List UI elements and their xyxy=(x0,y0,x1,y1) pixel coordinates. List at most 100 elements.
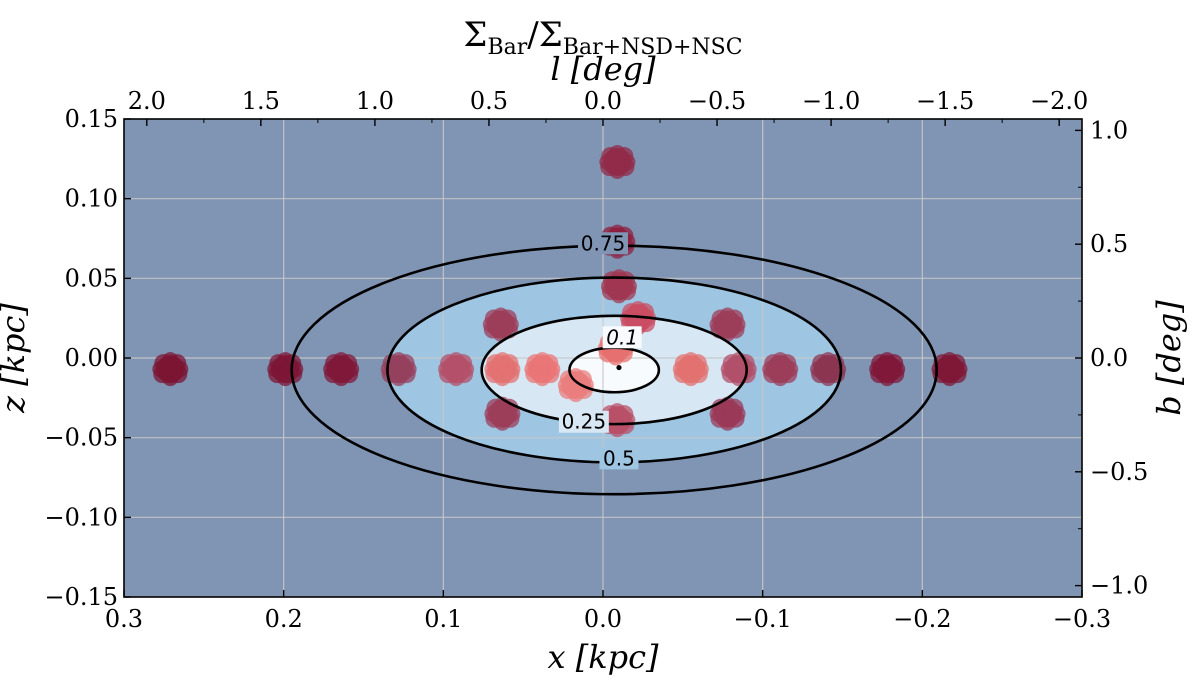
data-point-19 xyxy=(869,352,906,387)
data-point-5 xyxy=(709,307,746,342)
data-point-14 xyxy=(557,368,594,403)
data-point-13 xyxy=(524,352,561,387)
y-tick-label-6: −0.15 xyxy=(44,583,118,611)
right-y-axis-label: b [deg] xyxy=(1150,300,1188,416)
y-tick-label-0: 0.15 xyxy=(65,105,118,133)
data-point-2 xyxy=(600,269,637,304)
data-points xyxy=(152,145,968,438)
data-point-7-blob-7 xyxy=(152,361,169,378)
contour-label-bg-0-25 xyxy=(558,410,609,433)
data-point-3-blob-8 xyxy=(502,316,519,333)
data-point-13-blob-8 xyxy=(544,361,561,378)
contour-labels: 0.1 0.25 0.5 0.75 xyxy=(558,231,642,470)
contour-label-bg-0-1 xyxy=(602,326,642,349)
data-point-22-blob-7 xyxy=(709,405,726,422)
data-point-7-blob-8 xyxy=(172,361,189,378)
data-point-16-blob-7 xyxy=(720,361,737,378)
top-x-axis-label: l [deg] xyxy=(550,50,656,88)
data-point-2-blob-7 xyxy=(600,278,617,295)
data-point-17-blob-7 xyxy=(762,361,779,378)
contour-label-0-5: 0.5 xyxy=(603,446,635,470)
data-point-16 xyxy=(720,352,757,387)
data-point-15 xyxy=(672,352,709,387)
data-point-22-blob-8 xyxy=(729,405,746,422)
top-tick-label-5: −0.5 xyxy=(688,87,746,115)
top-tick-label-0: 2.0 xyxy=(128,87,166,115)
x-tick-label-1: 0.2 xyxy=(265,605,303,633)
data-point-11-blob-7 xyxy=(438,361,455,378)
data-point-16-blob-8 xyxy=(740,361,757,378)
y-tick-label-3: 0.00 xyxy=(65,344,118,372)
y-axis-label: z [kpc] xyxy=(0,303,32,414)
data-point-17-blob-8 xyxy=(782,361,799,378)
data-point-17 xyxy=(762,352,799,387)
data-point-21-blob-8 xyxy=(504,405,521,422)
data-point-23-blob-8 xyxy=(619,412,636,429)
top-tick-label-3: 0.5 xyxy=(470,87,508,115)
contour-label-0-25: 0.25 xyxy=(562,410,607,434)
data-point-15-blob-7 xyxy=(672,361,689,378)
right-tick-label-2: 0.0 xyxy=(1090,344,1128,372)
data-point-9-blob-7 xyxy=(323,361,340,378)
top-tick-label-4: 0.0 xyxy=(584,87,622,115)
data-point-5-blob-8 xyxy=(729,316,746,333)
data-point-15-blob-8 xyxy=(692,361,709,378)
data-point-0-blob-7 xyxy=(599,154,616,171)
data-point-2-blob-8 xyxy=(620,278,637,295)
x-tick-label-3: 0.0 xyxy=(584,605,622,633)
x-tick-label-6: −0.3 xyxy=(1053,605,1111,633)
y-tick-label-4: −0.05 xyxy=(44,424,118,452)
data-point-19-blob-7 xyxy=(869,361,886,378)
data-point-21-blob-7 xyxy=(484,405,501,422)
contour-line-0-25 xyxy=(480,314,749,426)
data-point-8 xyxy=(267,352,304,387)
x-tick-label-0: 0.3 xyxy=(105,605,143,633)
contour-label-bg-0-75 xyxy=(578,232,628,255)
data-point-18-blob-8 xyxy=(830,361,847,378)
right-tick-label-1: 0.5 xyxy=(1090,230,1128,258)
data-point-20-blob-8 xyxy=(951,361,968,378)
x-tick-label-5: −0.2 xyxy=(893,605,951,633)
contour-label-bg-0-5 xyxy=(599,447,639,470)
data-point-13-blob-7 xyxy=(524,361,541,378)
data-point-14-blob-7 xyxy=(557,377,574,394)
data-point-11 xyxy=(438,352,475,387)
x-tick-label-2: 0.1 xyxy=(424,605,462,633)
plot-area: 0.1 0.25 0.5 0.75 xyxy=(124,119,1082,597)
data-point-9 xyxy=(323,352,360,387)
data-point-10-blob-8 xyxy=(400,361,417,378)
contour-label-0-75: 0.75 xyxy=(581,231,626,255)
data-point-12 xyxy=(484,352,521,387)
data-point-12-blob-8 xyxy=(504,361,521,378)
data-point-19-blob-8 xyxy=(889,361,906,378)
y-tick-label-5: −0.10 xyxy=(44,503,118,531)
top-tick-label-7: −1.5 xyxy=(916,87,974,115)
data-point-0 xyxy=(599,145,636,180)
top-tick-label-1: 1.5 xyxy=(242,87,280,115)
top-tick-label-6: −1.0 xyxy=(802,87,860,115)
contour-label-0-1: 0.1 xyxy=(606,325,638,349)
top-tick-label-2: 1.0 xyxy=(356,87,394,115)
data-point-3-blob-7 xyxy=(482,316,499,333)
data-point-21 xyxy=(484,396,521,431)
data-point-18-blob-7 xyxy=(810,361,827,378)
data-point-11-blob-8 xyxy=(458,361,475,378)
data-point-9-blob-8 xyxy=(343,361,360,378)
data-point-7 xyxy=(152,352,189,387)
data-point-8-blob-7 xyxy=(267,361,284,378)
right-tick-label-0: 1.0 xyxy=(1090,116,1128,144)
data-point-20-blob-7 xyxy=(931,361,948,378)
right-tick-label-3: −0.5 xyxy=(1090,458,1148,486)
data-point-5-blob-7 xyxy=(709,316,726,333)
y-tick-label-1: 0.10 xyxy=(65,185,118,213)
top-tick-label-8: −2.0 xyxy=(1030,87,1088,115)
center-marker xyxy=(616,364,622,371)
data-point-0-blob-8 xyxy=(619,154,636,171)
data-point-4-blob-7 xyxy=(620,310,637,327)
x-tick-label-4: −0.1 xyxy=(734,605,792,633)
axis-ticks xyxy=(123,118,1083,598)
data-point-12-blob-7 xyxy=(484,361,501,378)
data-point-10 xyxy=(380,352,417,387)
data-point-22 xyxy=(709,396,746,431)
